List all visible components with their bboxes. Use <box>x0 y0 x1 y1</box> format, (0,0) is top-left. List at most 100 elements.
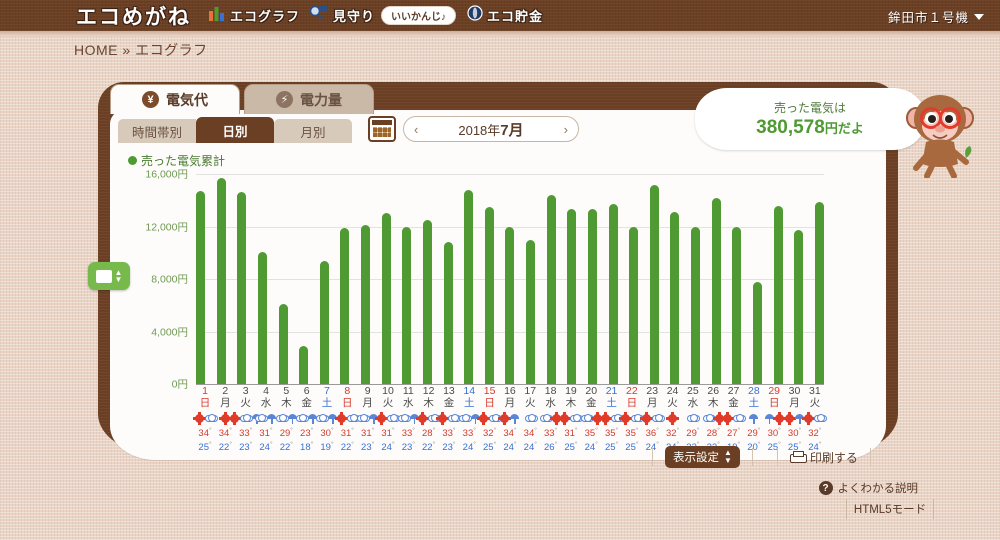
scale-icon <box>95 269 112 283</box>
temp-high: 34° <box>503 427 517 440</box>
month-navigator: ‹ 2018年7月 › <box>403 116 579 142</box>
chart-bar[interactable] <box>649 184 659 384</box>
chart-bar[interactable] <box>567 209 577 384</box>
chart-bar[interactable] <box>732 226 742 384</box>
day-number: 22 <box>626 385 638 397</box>
chart-bar[interactable] <box>422 219 432 384</box>
cloud-weather-icon <box>255 414 269 422</box>
chart-bar[interactable] <box>464 189 474 384</box>
day-number: 24 <box>666 385 679 397</box>
chart-bar[interactable] <box>196 191 205 384</box>
chart-bar[interactable] <box>257 252 267 384</box>
chart-controls: 表示設定 ▲ ▼ 印刷する <box>640 446 883 468</box>
temp-high: 29° <box>279 427 293 440</box>
divider <box>869 448 871 466</box>
weekday-label: 月 <box>646 397 658 409</box>
yen-icon: ¥ <box>142 91 159 108</box>
day-number: 17 <box>524 385 537 397</box>
day-column: 13 金 33° 23° <box>436 385 462 453</box>
nav-item-ecochokin[interactable]: エコ貯金 <box>464 5 546 26</box>
weekday-label: 木 <box>281 397 292 409</box>
cloud-weather-icon <box>240 414 254 422</box>
day-number: 11 <box>402 385 414 397</box>
chart-bar[interactable] <box>443 242 453 384</box>
chart-bar[interactable] <box>484 206 494 384</box>
chart-bar[interactable] <box>381 213 391 384</box>
chart-bar[interactable] <box>794 230 804 384</box>
day-column: 10 火 31° 24° <box>375 385 401 454</box>
weekday-label: 金 <box>585 397 597 409</box>
weekday-label: 木 <box>565 397 577 409</box>
umbrella-weather-icon <box>287 413 297 424</box>
sun-weather-icon <box>550 413 564 423</box>
y-axis-tick-label: 12,000円 <box>145 221 188 233</box>
chart-bar[interactable] <box>505 227 515 384</box>
weekday-label: 水 <box>403 397 414 409</box>
subtab-by-day[interactable]: 日別 <box>196 117 274 143</box>
weekday-label: 土 <box>606 397 617 409</box>
display-settings-button[interactable]: 表示設定 ▲ ▼ <box>665 446 740 468</box>
html5-mode-button[interactable]: HTML5モード <box>846 499 934 519</box>
sun-weather-icon <box>712 413 726 423</box>
umbrella-weather-icon <box>328 413 338 424</box>
sun-weather-icon <box>772 413 786 423</box>
chart-bar[interactable] <box>319 261 329 384</box>
nav-label-ecochokin: エコ貯金 <box>487 9 544 24</box>
chart-bar[interactable] <box>629 226 639 384</box>
day-number: 31 <box>809 385 821 397</box>
next-month-button[interactable]: › <box>563 121 568 137</box>
nav-item-mimamori[interactable]: 見守り いいかんじ♪ <box>306 5 461 26</box>
temp-low: 24° <box>381 441 395 454</box>
main-tab-bar: ¥ 電気代 ⚡ 電力量 <box>110 84 374 114</box>
help-link[interactable]: ? よくわかる説明 <box>818 480 918 496</box>
printer-icon <box>789 450 807 464</box>
weekday-label: 金 <box>443 397 455 409</box>
temp-high: 33° <box>442 427 456 440</box>
scale-adjust-button[interactable]: ▲ ▼ <box>88 262 130 290</box>
chart-bar[interactable] <box>773 205 783 384</box>
sun-weather-icon <box>436 413 450 423</box>
chart-bar[interactable] <box>711 197 721 384</box>
coin-icon <box>467 5 483 26</box>
chart-bar[interactable] <box>361 224 370 384</box>
cloud-weather-icon <box>651 414 665 422</box>
weekday-label: 月 <box>504 397 516 409</box>
day-number: 13 <box>443 385 455 397</box>
day-column: 5 木 29° 22° <box>275 385 297 453</box>
chart-bar[interactable] <box>752 281 762 384</box>
chart-bar[interactable] <box>608 204 618 384</box>
chart-bar[interactable] <box>340 227 350 384</box>
chart-bar[interactable] <box>814 201 824 384</box>
site-selector[interactable]: 鉾田市１号機 <box>888 7 984 26</box>
sun-weather-icon <box>558 413 572 423</box>
chart-bar[interactable] <box>402 227 412 384</box>
chart-bar[interactable] <box>526 240 535 384</box>
temp-high: 32° <box>665 427 680 440</box>
chart-bar[interactable] <box>278 303 288 384</box>
chart-bar[interactable] <box>691 227 700 384</box>
calendar-icon[interactable] <box>368 116 396 142</box>
prev-month-button[interactable]: ‹ <box>414 121 419 137</box>
sub-tab-bar: 時間帯別 日別 月別 <box>118 117 352 143</box>
subtab-by-month[interactable]: 月別 <box>274 119 352 143</box>
weather-icons <box>218 411 232 425</box>
nav-item-ecograph[interactable]: エコグラフ <box>205 5 303 26</box>
weekday-label: 土 <box>321 397 333 409</box>
weekday-label: 火 <box>382 397 394 409</box>
divider <box>751 448 753 466</box>
chart-bar[interactable] <box>546 195 556 384</box>
print-button[interactable]: 印刷する <box>789 449 858 466</box>
temp-high: 28° <box>422 427 436 440</box>
weather-icons <box>524 411 538 425</box>
tab-electricity-amount[interactable]: ⚡ 電力量 <box>244 84 374 114</box>
chart-bar[interactable] <box>216 177 226 384</box>
day-number: 27 <box>727 385 740 397</box>
subtab-by-timeslot[interactable]: 時間帯別 <box>118 119 196 143</box>
tab-electricity-cost[interactable]: ¥ 電気代 <box>110 84 240 114</box>
chart-bar[interactable] <box>587 209 597 384</box>
chart-bar[interactable] <box>237 191 247 384</box>
temp-high: 28° <box>706 427 720 440</box>
chart-bar[interactable] <box>299 345 309 384</box>
chart-bar[interactable] <box>670 212 680 384</box>
